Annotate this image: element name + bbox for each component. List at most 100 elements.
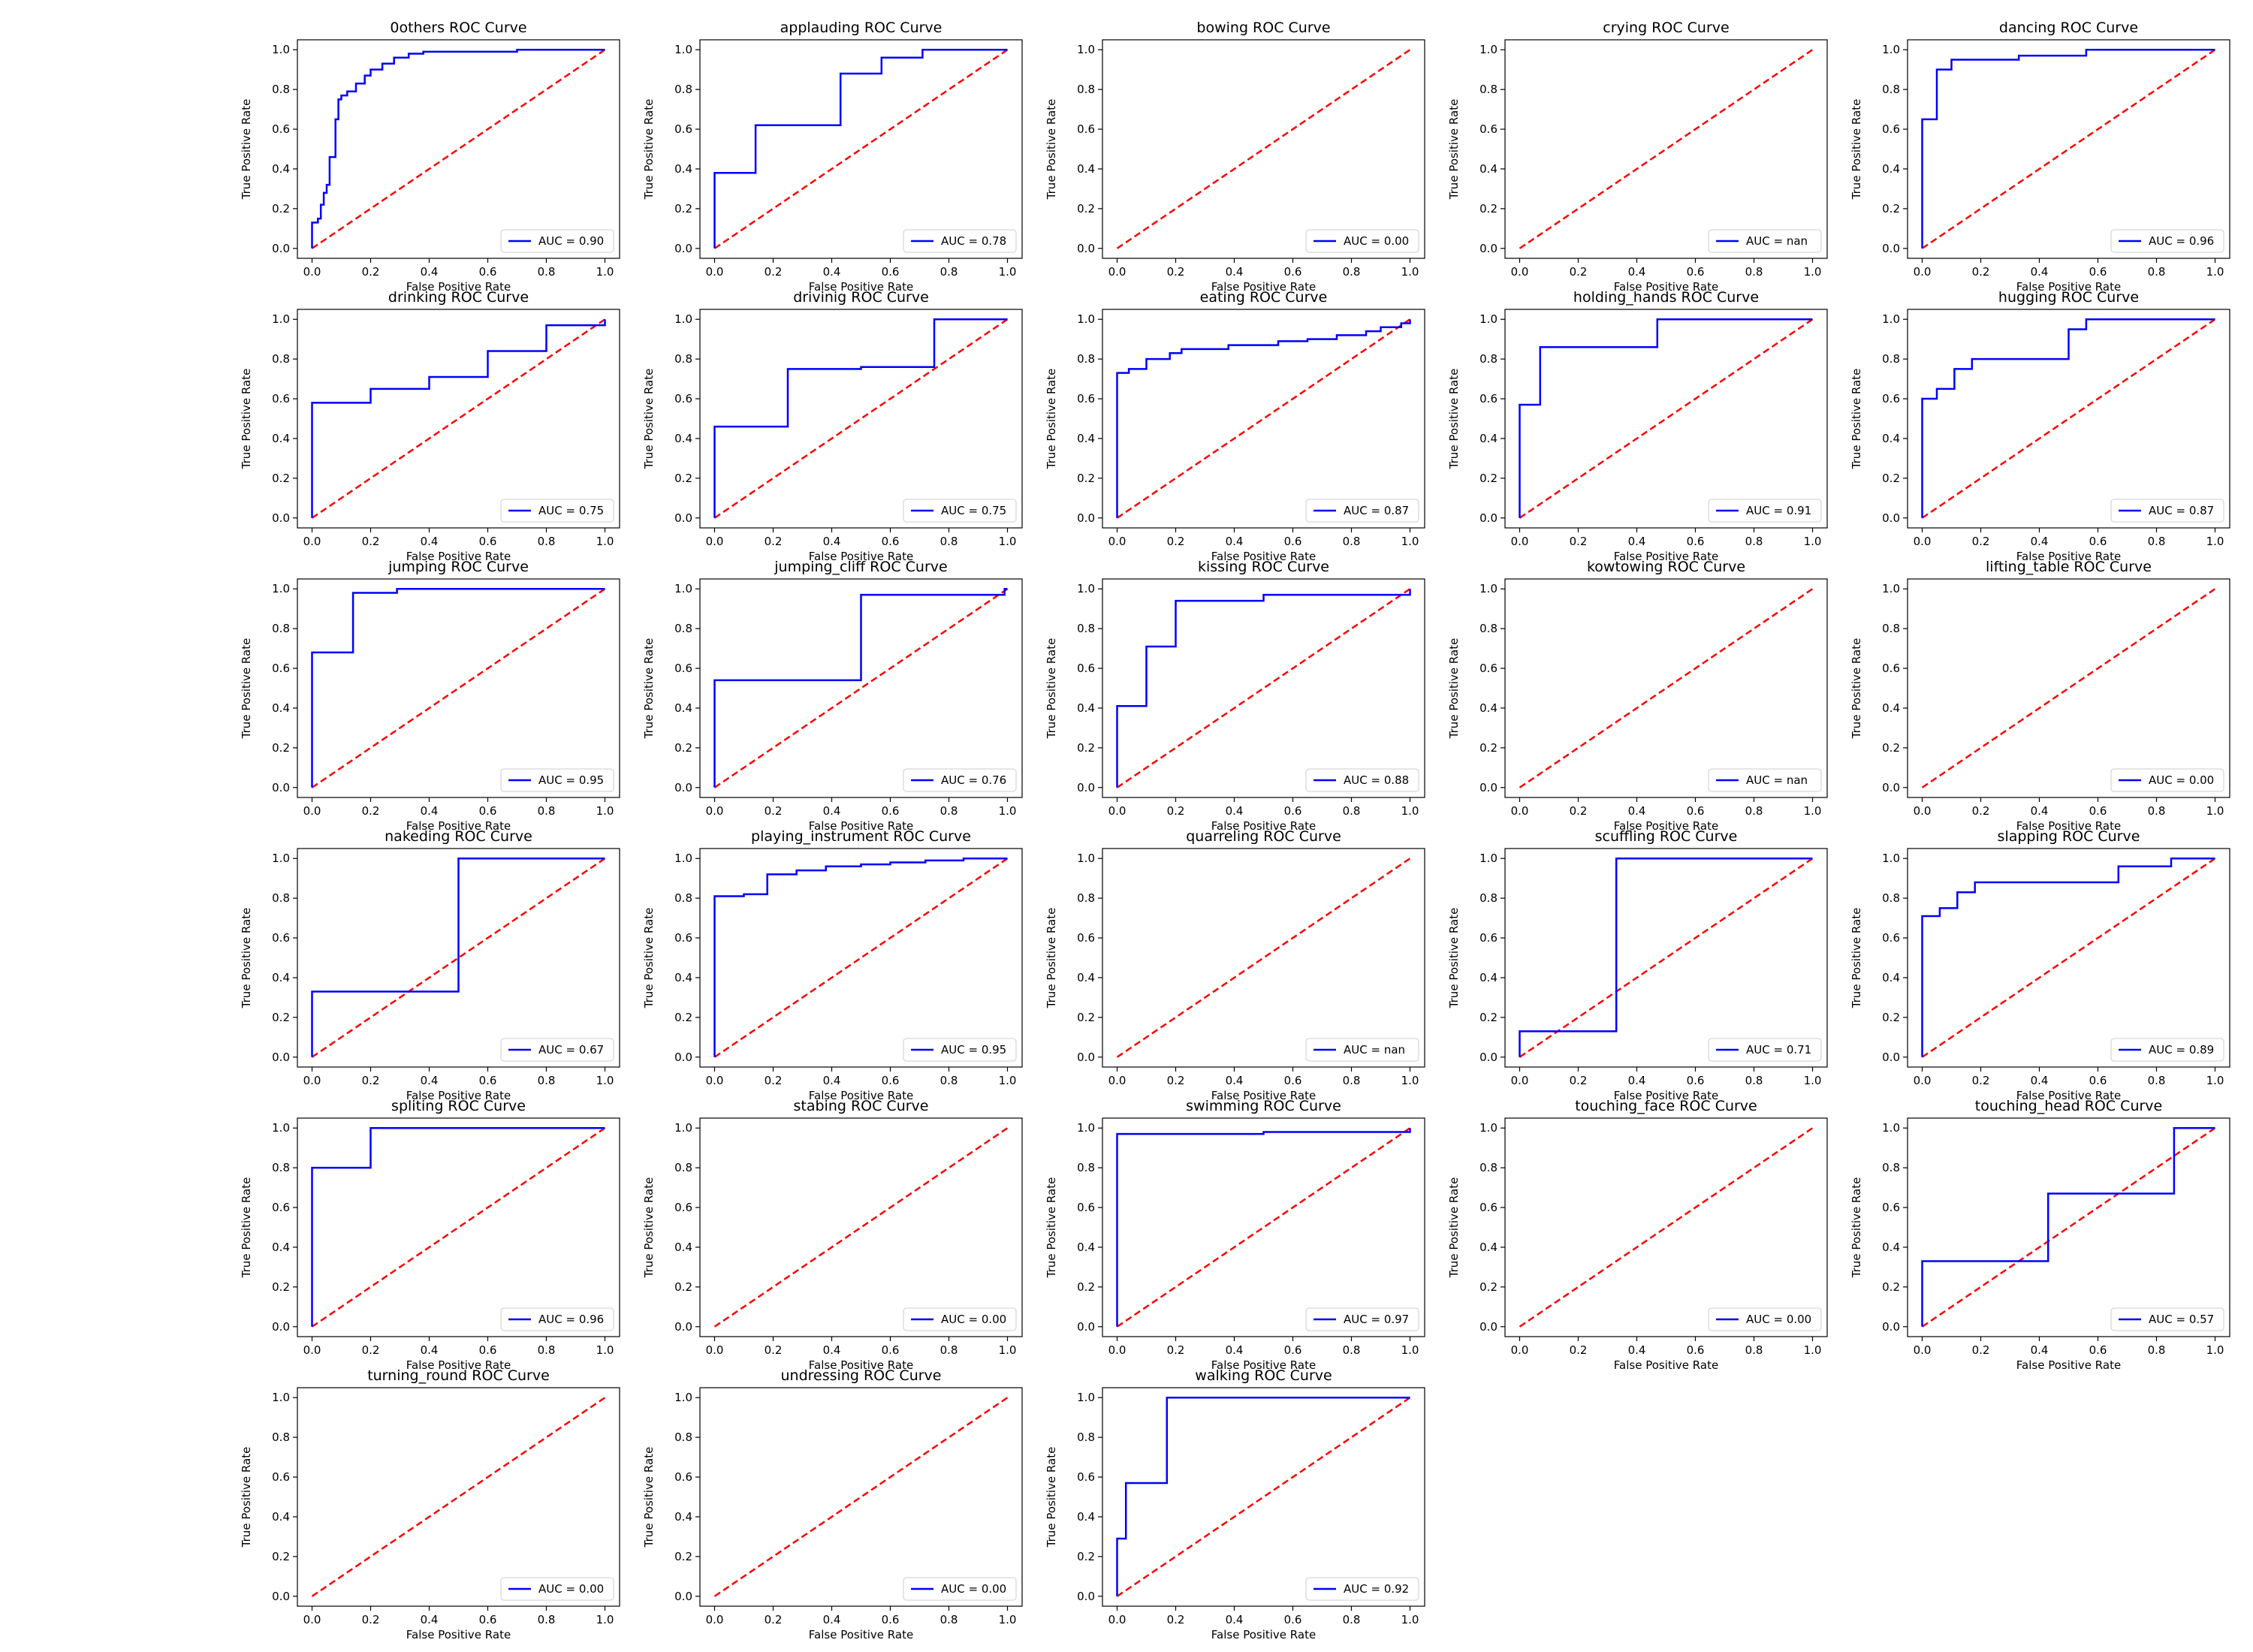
y-axis-label: True Positive Rate: [1850, 369, 1863, 470]
x-tick-label: 0.6: [1284, 265, 1302, 279]
y-axis-label: True Positive Rate: [1045, 638, 1058, 740]
x-axis-label: False Positive Rate: [406, 1089, 511, 1102]
reference-line: [1921, 318, 2216, 519]
x-axis-label: False Positive Rate: [1614, 1089, 1718, 1102]
x-axis-label: False Positive Rate: [2016, 819, 2121, 833]
plot-frame: [1907, 39, 2230, 259]
y-tick-label: 0.0: [1479, 511, 1497, 525]
legend-box: [903, 768, 1017, 792]
reference-line: [713, 318, 1009, 519]
x-tick-label: 0.2: [1972, 535, 1990, 548]
y-tick-label: 0.8: [1077, 1430, 1095, 1444]
legend-label: AUC = nan: [1746, 234, 1808, 248]
legend-label: AUC = 0.71: [1746, 1043, 1811, 1057]
reference-line: [311, 858, 606, 1058]
y-tick-label: 0.0: [674, 1320, 692, 1334]
reference-line: [713, 49, 1009, 249]
x-tick-label: 0.6: [882, 1613, 900, 1626]
y-tick-label: 0.4: [272, 432, 290, 445]
y-tick-label: 0.8: [272, 622, 290, 635]
y-tick-label: 0.6: [1882, 392, 1900, 405]
plot-frame: [1504, 1117, 1828, 1337]
y-tick-label: 0.8: [272, 1430, 290, 1444]
y-tick-label: 1.0: [674, 43, 692, 56]
x-tick-label: 0.2: [362, 1074, 380, 1087]
chart-title: spliting ROC Curve: [391, 1098, 526, 1114]
x-tick-label: 0.6: [479, 1613, 497, 1626]
x-tick-label: 1.0: [1804, 265, 1822, 279]
x-tick-label: 0.2: [765, 1613, 783, 1626]
roc-line: [1921, 857, 2215, 1057]
y-tick-label: 1.0: [1479, 43, 1497, 56]
x-axis-label: False Positive Rate: [2016, 1089, 2121, 1102]
x-tick-label: 0.4: [823, 1613, 841, 1626]
plot-frame: [1102, 1387, 1425, 1607]
x-tick-label: 1.0: [999, 535, 1017, 548]
legend-box: [500, 1307, 614, 1331]
y-tick-label: 1.0: [1077, 1391, 1095, 1404]
x-tick-label: 0.2: [362, 1343, 380, 1357]
y-tick-label: 0.4: [1882, 432, 1900, 445]
legend-box: [903, 229, 1017, 253]
y-tick-label: 0.4: [674, 432, 692, 445]
y-tick-label: 1.0: [674, 312, 692, 326]
y-tick-label: 0.6: [1882, 931, 1900, 945]
plot-frame: [297, 1117, 620, 1337]
y-tick-label: 0.2: [674, 1280, 692, 1294]
x-tick-label: 0.6: [1284, 1074, 1302, 1087]
x-tick-label: 0.6: [882, 804, 900, 818]
y-tick-label: 0.8: [1077, 83, 1095, 96]
plot-area: [1505, 849, 1827, 1067]
y-tick-label: 0.6: [1077, 1201, 1095, 1214]
x-tick-label: 0.2: [1167, 1074, 1185, 1087]
y-axis-label: True Positive Rate: [240, 638, 253, 740]
y-tick-label: 0.0: [1479, 1051, 1497, 1064]
plot-frame: [1102, 309, 1425, 529]
x-tick-label: 1.0: [596, 535, 614, 548]
x-tick-label: 0.2: [362, 1613, 380, 1626]
y-tick-label: 0.0: [1882, 781, 1900, 794]
legend-box: [2110, 499, 2224, 523]
y-tick-label: 0.0: [1882, 1051, 1900, 1064]
plot-area: [700, 1118, 1022, 1337]
y-tick-label: 1.0: [1882, 1121, 1900, 1135]
y-tick-label: 0.6: [272, 1470, 290, 1484]
plot-frame: [699, 1117, 1023, 1337]
reference-line: [311, 49, 606, 249]
y-tick-label: 0.4: [1882, 701, 1900, 715]
reference-line: [311, 1127, 606, 1328]
plot-frame: [699, 578, 1023, 798]
plot-frame: [1102, 848, 1425, 1068]
y-tick-label: 0.8: [1882, 622, 1900, 635]
chart-title: nakeding ROC Curve: [385, 828, 532, 845]
legend-label: AUC = 0.76: [941, 773, 1006, 787]
y-tick-label: 1.0: [272, 43, 290, 56]
y-tick-label: 0.8: [1882, 1161, 1900, 1174]
y-tick-label: 0.2: [1077, 472, 1095, 485]
y-tick-label: 0.0: [1882, 1320, 1900, 1334]
x-axis-label: False Positive Rate: [2016, 280, 2121, 294]
x-tick-label: 0.2: [765, 1074, 783, 1087]
x-tick-label: 1.0: [2206, 535, 2224, 548]
legend-label: AUC = 0.89: [2149, 1043, 2214, 1057]
x-tick-label: 1.0: [596, 804, 614, 818]
x-tick-label: 0.6: [882, 1343, 900, 1357]
plot-frame: [297, 1387, 620, 1607]
y-tick-label: 0.4: [1882, 1241, 1900, 1254]
y-axis-label: True Positive Rate: [1447, 369, 1461, 470]
x-tick-label: 0.8: [2148, 1074, 2166, 1087]
legend-box: [500, 229, 614, 253]
chart-title: 0others ROC Curve: [390, 20, 526, 36]
x-tick-label: 0.8: [1745, 265, 1763, 279]
y-tick-label: 0.2: [272, 472, 290, 485]
x-tick-label: 0.4: [2031, 1343, 2049, 1357]
x-tick-label: 0.4: [1628, 1074, 1646, 1087]
roc-line: [311, 1126, 605, 1327]
legend-box: [1708, 229, 1822, 253]
y-tick-label: 0.0: [1479, 242, 1497, 255]
plot-frame: [1102, 578, 1425, 798]
x-tick-label: 0.2: [362, 265, 380, 279]
y-tick-label: 0.2: [1479, 472, 1497, 485]
x-tick-label: 0.4: [823, 1343, 841, 1357]
y-tick-label: 0.4: [272, 701, 290, 715]
